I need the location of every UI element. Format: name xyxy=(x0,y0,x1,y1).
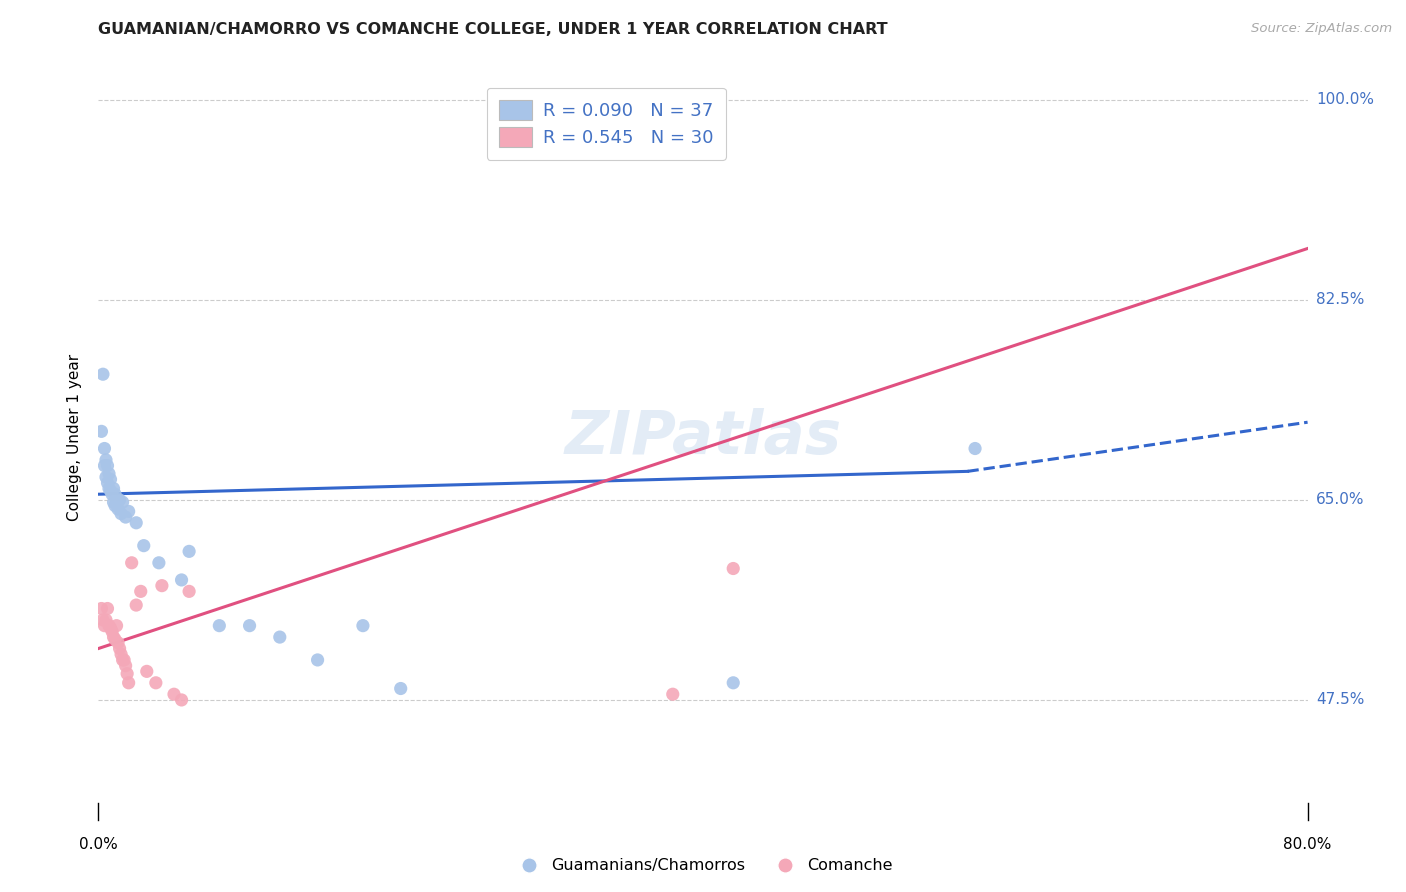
Point xyxy=(105,492,128,507)
Text: 47.5%: 47.5% xyxy=(1316,692,1364,707)
Point xyxy=(91,368,114,382)
Point xyxy=(100,472,122,486)
Point xyxy=(118,504,141,518)
Point xyxy=(389,681,412,696)
Point xyxy=(94,470,117,484)
Point xyxy=(110,647,132,661)
Point xyxy=(94,613,117,627)
Point xyxy=(104,487,127,501)
Point xyxy=(98,482,121,496)
Point xyxy=(98,467,121,481)
Point xyxy=(352,618,374,632)
Point xyxy=(93,458,115,473)
Point xyxy=(112,653,135,667)
Point xyxy=(307,653,329,667)
Point xyxy=(96,475,118,490)
Point xyxy=(661,687,683,701)
Point xyxy=(170,573,193,587)
Point xyxy=(145,675,167,690)
Y-axis label: College, Under 1 year: College, Under 1 year xyxy=(67,353,83,521)
Text: Source: ZipAtlas.com: Source: ZipAtlas.com xyxy=(1251,22,1392,36)
Point xyxy=(269,630,291,644)
Point xyxy=(129,584,152,599)
Point xyxy=(114,658,136,673)
Point xyxy=(103,495,125,509)
Point xyxy=(163,687,186,701)
Point xyxy=(104,499,127,513)
Text: ZIPatlas: ZIPatlas xyxy=(564,408,842,467)
Point xyxy=(114,510,136,524)
Point xyxy=(111,653,134,667)
Point xyxy=(108,492,131,507)
Point xyxy=(110,507,132,521)
Legend: Guamanians/Chamorros, Comanche: Guamanians/Chamorros, Comanche xyxy=(506,852,900,880)
Point xyxy=(90,425,112,439)
Point xyxy=(101,624,124,639)
Point xyxy=(94,453,117,467)
Point xyxy=(177,584,201,599)
Text: 65.0%: 65.0% xyxy=(1316,492,1364,508)
Point xyxy=(103,482,125,496)
Point xyxy=(98,618,121,632)
Point xyxy=(118,675,141,690)
Point xyxy=(239,618,262,632)
Point xyxy=(111,495,134,509)
Point xyxy=(104,632,127,647)
Point xyxy=(721,561,744,575)
Point xyxy=(135,665,157,679)
Text: GUAMANIAN/CHAMORRO VS COMANCHE COLLEGE, UNDER 1 YEAR CORRELATION CHART: GUAMANIAN/CHAMORRO VS COMANCHE COLLEGE, … xyxy=(98,22,889,37)
Point xyxy=(965,442,987,456)
Point xyxy=(125,598,148,612)
Point xyxy=(100,621,122,635)
Point xyxy=(150,579,173,593)
Point xyxy=(105,618,128,632)
Point xyxy=(107,502,129,516)
Point xyxy=(108,641,131,656)
Point xyxy=(90,601,112,615)
Text: 100.0%: 100.0% xyxy=(1316,93,1374,107)
Text: 0.0%: 0.0% xyxy=(79,837,118,852)
Point xyxy=(115,666,138,681)
Point xyxy=(107,636,129,650)
Point xyxy=(100,483,122,498)
Point xyxy=(93,618,115,632)
Text: 82.5%: 82.5% xyxy=(1316,293,1364,308)
Point xyxy=(721,675,744,690)
Point xyxy=(96,458,118,473)
Point xyxy=(208,618,231,632)
Point xyxy=(132,539,155,553)
Point xyxy=(125,516,148,530)
Point xyxy=(177,544,201,558)
Point xyxy=(148,556,170,570)
Point xyxy=(121,556,143,570)
Point xyxy=(93,442,115,456)
Point xyxy=(96,601,118,615)
Point xyxy=(170,693,193,707)
Point xyxy=(101,487,124,501)
Point xyxy=(91,613,114,627)
Point xyxy=(103,630,125,644)
Text: 80.0%: 80.0% xyxy=(1284,837,1331,852)
Legend: R = 0.090   N = 37, R = 0.545   N = 30: R = 0.090 N = 37, R = 0.545 N = 30 xyxy=(486,87,725,160)
